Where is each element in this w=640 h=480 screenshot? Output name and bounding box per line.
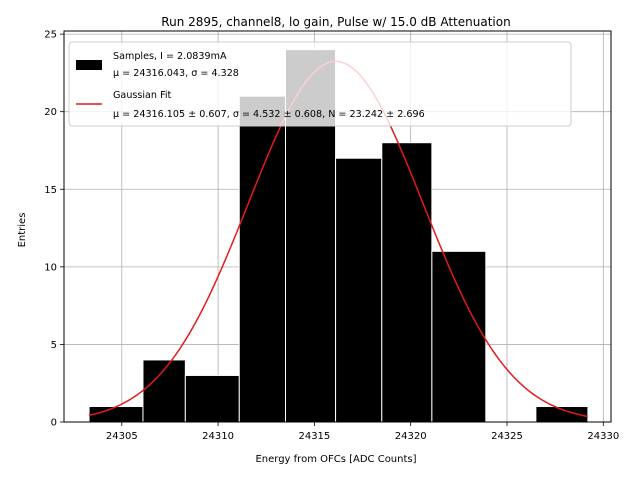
- x-tick-label: 24325: [491, 431, 523, 442]
- legend: Samples, I = 2.0839mA μ = 24316.043, σ =…: [68, 41, 572, 127]
- y-tick-label: 20: [44, 107, 57, 118]
- legend-fit-stats: μ = 24316.105 ± 0.607, σ = 4.532 ± 0.608…: [113, 109, 425, 120]
- x-axis-label: Energy from OFCs [ADC Counts]: [255, 454, 416, 465]
- x-tick-label: 24330: [587, 431, 619, 442]
- plot-frame: [63, 30, 612, 423]
- legend-box: [68, 41, 572, 127]
- chart-title: Run 2895, channel8, lo gain, Pulse w/ 15…: [161, 15, 510, 29]
- y-tick-label: 0: [51, 418, 57, 429]
- y-tick-label: 15: [44, 185, 57, 196]
- legend-samples-swatch: [76, 60, 102, 70]
- histogram-bar: [184, 374, 240, 423]
- y-tick-label: 25: [44, 30, 57, 41]
- x-tick-label: 24310: [202, 431, 234, 442]
- histogram-bar: [431, 250, 487, 423]
- legend-samples-stats: μ = 24316.043, σ = 4.328: [113, 68, 239, 79]
- legend-samples-label: Samples, I = 2.0839mA: [113, 51, 227, 62]
- legend-fit-label: Gaussian Fit: [113, 90, 172, 101]
- y-tick-label: 5: [51, 340, 57, 351]
- x-tick-label: 24315: [298, 431, 330, 442]
- x-tick-label: 24320: [395, 431, 427, 442]
- histogram-bar: [238, 95, 286, 423]
- y-axis-label: Entries: [17, 213, 28, 248]
- histogram-bar: [88, 405, 144, 423]
- histogram-bar: [381, 142, 433, 423]
- y-tick-label: 10: [44, 262, 57, 273]
- x-tick-label: 24305: [106, 431, 138, 442]
- histogram-bar: [335, 157, 383, 423]
- axis-ticks: 24305 24310 24315 24320 24325 24330 0 5 10 15 20 25: [44, 30, 619, 442]
